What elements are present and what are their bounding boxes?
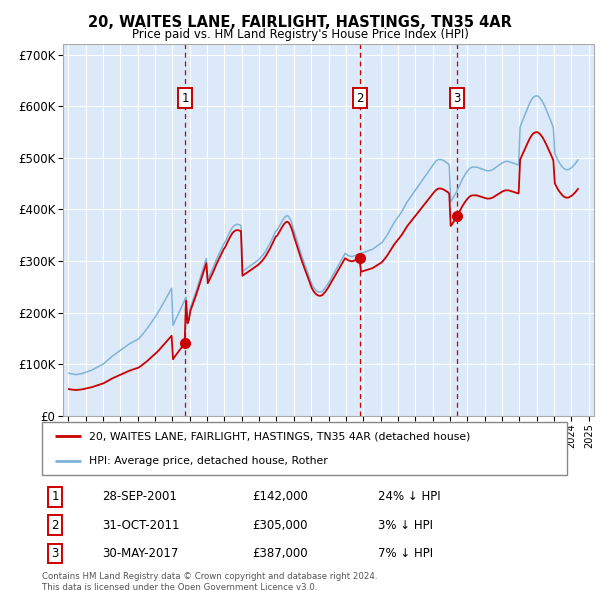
Text: 3% ↓ HPI: 3% ↓ HPI — [378, 519, 433, 532]
Text: 24% ↓ HPI: 24% ↓ HPI — [378, 490, 440, 503]
Text: 2: 2 — [52, 519, 59, 532]
Text: £387,000: £387,000 — [252, 547, 308, 560]
FancyBboxPatch shape — [42, 422, 567, 475]
Text: 1: 1 — [52, 490, 59, 503]
Text: Price paid vs. HM Land Registry's House Price Index (HPI): Price paid vs. HM Land Registry's House … — [131, 28, 469, 41]
Text: Contains HM Land Registry data © Crown copyright and database right 2024.
This d: Contains HM Land Registry data © Crown c… — [42, 572, 377, 590]
Text: 30-MAY-2017: 30-MAY-2017 — [103, 547, 179, 560]
Text: 1: 1 — [181, 91, 189, 104]
Text: 2: 2 — [356, 91, 364, 104]
Text: 3: 3 — [52, 547, 59, 560]
Text: 3: 3 — [454, 91, 461, 104]
Text: 28-SEP-2001: 28-SEP-2001 — [103, 490, 177, 503]
Text: 7% ↓ HPI: 7% ↓ HPI — [378, 547, 433, 560]
Text: 20, WAITES LANE, FAIRLIGHT, HASTINGS, TN35 4AR (detached house): 20, WAITES LANE, FAIRLIGHT, HASTINGS, TN… — [89, 431, 470, 441]
Text: HPI: Average price, detached house, Rother: HPI: Average price, detached house, Roth… — [89, 455, 328, 466]
Text: 31-OCT-2011: 31-OCT-2011 — [103, 519, 180, 532]
Text: £142,000: £142,000 — [252, 490, 308, 503]
Text: £305,000: £305,000 — [252, 519, 308, 532]
Text: 20, WAITES LANE, FAIRLIGHT, HASTINGS, TN35 4AR: 20, WAITES LANE, FAIRLIGHT, HASTINGS, TN… — [88, 15, 512, 30]
